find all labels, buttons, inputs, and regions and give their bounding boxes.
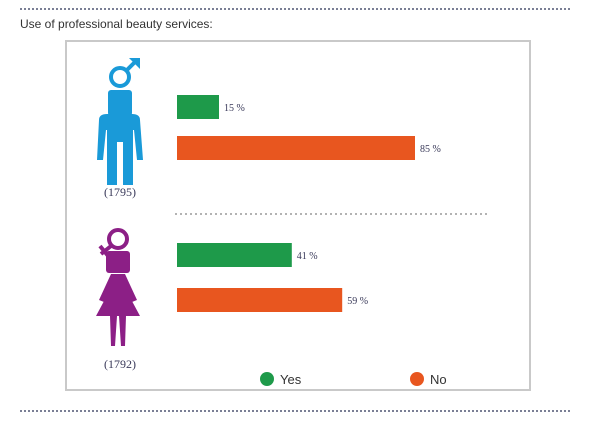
chart-frame: (1795) (1792) 15 % 41 % 85 % 59 % Yes No <box>65 40 531 391</box>
male-figure-icon <box>97 58 143 185</box>
bottom-dotted-divider <box>20 410 570 412</box>
legend-yes-label: Yes <box>280 372 302 387</box>
bar-value-label-male-no: 85 % <box>420 144 441 155</box>
male-count-label: (1795) <box>104 185 136 199</box>
bar-male-no <box>177 136 415 160</box>
bars-layer: 15 % 41 % 85 % 59 % <box>177 95 441 312</box>
chart-area: (1795) (1792) 15 % 41 % 85 % 59 % Yes No <box>96 58 489 387</box>
bar-male-yes <box>177 95 219 119</box>
bar-female-yes <box>177 243 292 267</box>
bar-value-label-female-no: 59 % <box>347 296 368 307</box>
legend-no-swatch <box>410 372 424 386</box>
top-dotted-divider <box>20 8 570 10</box>
legend: Yes No <box>260 372 447 387</box>
page-title: Use of professional beauty services: <box>20 17 213 31</box>
female-figure-icon <box>96 228 140 346</box>
female-count-label: (1792) <box>104 357 136 371</box>
legend-yes-swatch <box>260 372 274 386</box>
bar-female-no <box>177 288 343 312</box>
legend-no-label: No <box>430 372 447 387</box>
bar-value-label-male-yes: 15 % <box>224 103 245 114</box>
bar-value-label-female-yes: 41 % <box>297 251 318 262</box>
